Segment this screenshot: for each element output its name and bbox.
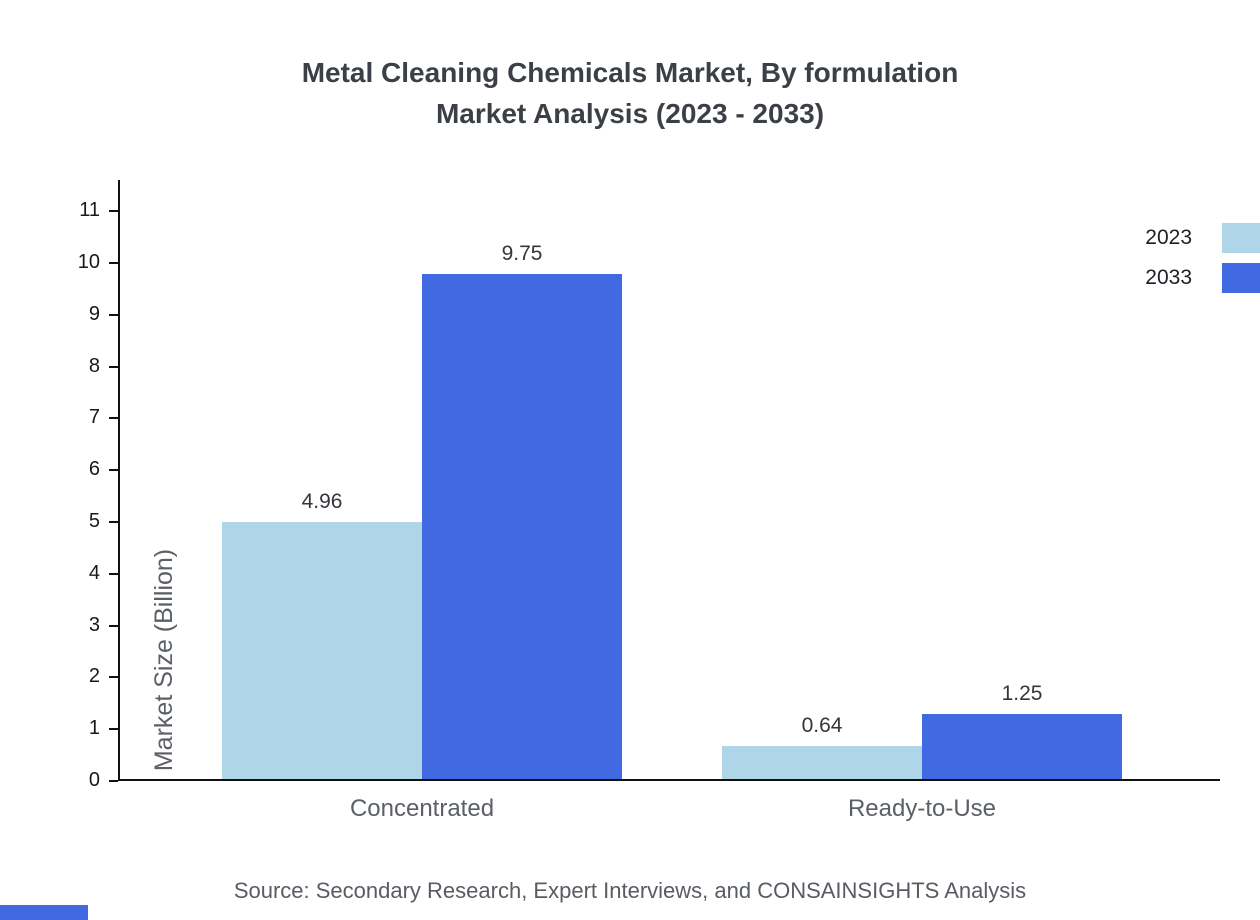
y-tick-label: 5 <box>88 509 100 532</box>
y-tick-label: 8 <box>88 354 100 377</box>
x-axis-category-label: Concentrated <box>349 795 495 822</box>
y-tick-mark <box>109 520 118 523</box>
legend-item-2033: 2033 <box>1145 258 1260 298</box>
bar-2033-concentrated <box>422 273 622 779</box>
y-tick-mark <box>109 469 118 472</box>
y-tick-label: 10 <box>77 250 100 273</box>
bar-value-label: 0.64 <box>801 713 843 737</box>
legend-item-2023: 2023 <box>1145 218 1260 258</box>
source-text: Source: Secondary Research, Expert Inter… <box>233 878 1027 903</box>
y-axis-title-text: Market Size (Billion) <box>150 548 178 772</box>
y-tick-mark <box>109 417 118 420</box>
legend-swatch-2033 <box>1222 263 1260 293</box>
brand-accent-strip <box>0 905 88 920</box>
y-tick-label: 2 <box>88 665 100 688</box>
bar-value-label: 9.75 <box>501 241 543 265</box>
legend: 2023 2033 <box>1145 218 1260 298</box>
y-tick-mark <box>109 780 118 782</box>
y-tick-label: 4 <box>88 561 100 584</box>
chart-subtitle: Market Analysis (2023 - 2033) <box>435 98 825 129</box>
y-tick-mark <box>109 210 118 213</box>
legend-label: 2033 <box>1145 266 1192 289</box>
y-tick-label: 9 <box>88 302 100 325</box>
chart-title-block: Metal Cleaning Chemicals Market, By form… <box>0 52 1260 134</box>
y-tick-label: 1 <box>88 717 100 740</box>
bar-value-label: 1.25 <box>1001 682 1043 706</box>
y-tick-label: 6 <box>88 458 100 481</box>
bar-2033-ready-to-use <box>922 714 1122 779</box>
bar-value-label: 4.96 <box>301 490 343 514</box>
x-axis-category-label: Ready-to-Use <box>847 795 997 822</box>
y-tick-mark <box>109 365 118 368</box>
y-tick-mark <box>109 313 118 316</box>
bar-2023-concentrated <box>222 522 422 779</box>
y-tick-mark <box>109 728 118 731</box>
y-tick-label: 7 <box>88 406 100 429</box>
legend-label: 2023 <box>1145 226 1192 249</box>
y-tick-mark <box>109 624 118 627</box>
plot-area: Market Size (Billion) 0 1 2 3 4 5 6 7 8 9 10 11 4.9… <box>78 180 1220 822</box>
y-tick-mark <box>109 676 118 679</box>
legend-swatch-2023 <box>1222 223 1260 253</box>
chart-title: Metal Cleaning Chemicals Market, By form… <box>301 57 959 88</box>
y-tick-mark <box>109 261 118 264</box>
bar-2023-ready-to-use <box>722 745 922 779</box>
y-tick-label: 0 <box>88 769 100 791</box>
y-tick-label: 11 <box>79 199 100 222</box>
y-tick-label: 3 <box>88 613 100 636</box>
y-tick-mark <box>109 572 118 575</box>
